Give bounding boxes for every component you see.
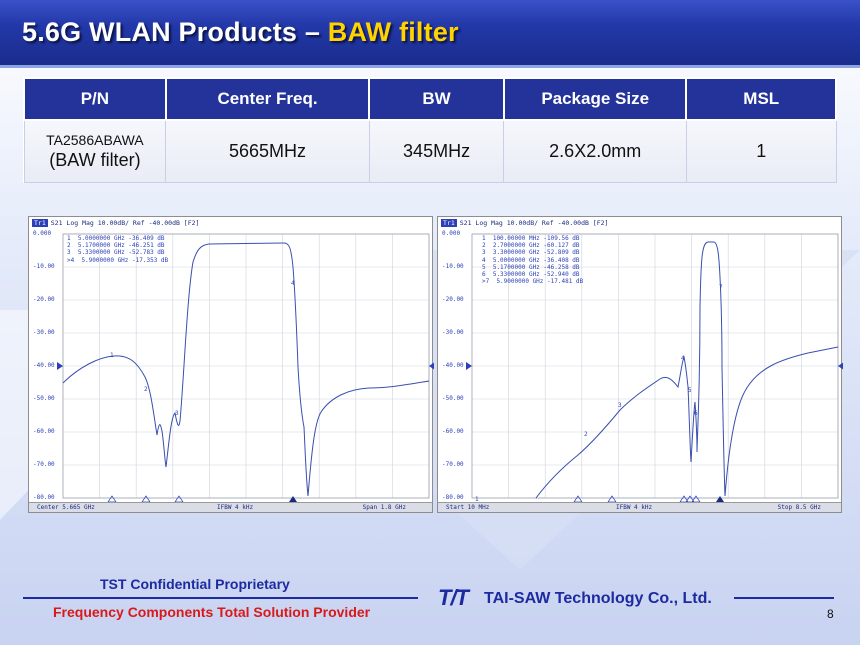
footer-divider-right <box>734 597 834 599</box>
header-center-freq: Center Freq. <box>164 77 371 121</box>
page-number: 8 <box>827 607 834 621</box>
plot-title: S21 Log Mag 10.00dB/ Ref -40.00dB [F2] <box>459 219 609 227</box>
svg-text:1: 1 <box>475 496 479 503</box>
svg-text:6: 6 <box>694 410 698 417</box>
svg-text:3: 3 <box>175 410 179 417</box>
title-prefix: 5.6G WLAN Products – <box>22 17 328 47</box>
y-tick: -10.00 <box>442 263 464 270</box>
svg-text:4: 4 <box>291 280 295 287</box>
slide-header: 5.6G WLAN Products – BAW filter <box>0 0 860 68</box>
cell-pn: TA2586ABAWA (BAW filter) <box>23 119 167 183</box>
header-msl: MSL <box>685 77 837 121</box>
header-bw: BW <box>368 77 505 121</box>
svg-text:1: 1 <box>110 352 114 359</box>
cell-bw: 345MHz <box>368 119 505 183</box>
header-package-size: Package Size <box>502 77 688 121</box>
header-pn: P/N <box>23 77 167 121</box>
y-tick: -70.00 <box>33 461 55 468</box>
svg-text:5: 5 <box>688 387 692 394</box>
y-tick: -20.00 <box>33 296 55 303</box>
y-tick: -50.00 <box>33 395 55 402</box>
y-tick: -30.00 <box>33 329 55 336</box>
s21-trace <box>62 242 430 497</box>
status-bar: Center 5.665 GHz IFBW 4 kHz Span 1.8 GHz <box>29 502 432 512</box>
y-tick: -60.00 <box>442 428 464 435</box>
status-bar: Start 10 MHz IFBW 4 kHz Stop 8.5 GHz <box>438 502 841 512</box>
status-right: Span 1.8 GHz <box>362 504 406 511</box>
tagline: Frequency Components Total Solution Prov… <box>53 604 371 620</box>
confidential-label: TST Confidential Proprietary <box>100 576 290 592</box>
y-tick: -70.00 <box>442 461 464 468</box>
cell-package: 2.6X2.0mm <box>503 119 687 183</box>
trace-tag: Tr1 <box>441 219 457 227</box>
plot-title-bar: Tr1 S21 Log Mag 10.00dB/ Ref -40.00dB [F2… <box>438 217 841 229</box>
svg-text:7: 7 <box>719 284 723 291</box>
spec-table: P/N Center Freq. BW Package Size MSL TA2… <box>23 77 837 183</box>
svg-text:4: 4 <box>681 355 685 362</box>
status-mid: IFBW 4 kHz <box>217 504 254 511</box>
slide-title: 5.6G WLAN Products – BAW filter <box>22 17 459 48</box>
cell-center-freq: 5665MHz <box>165 119 370 183</box>
y-tick: -40.00 <box>33 362 55 369</box>
title-highlight: BAW filter <box>327 17 459 47</box>
company-name: TAI-SAW Technology Co., Ltd. <box>484 590 712 607</box>
plot-narrowband: 1 2 3 4 Tr1 S21 Log Mag 10.00dB/ Ref -40.… <box>28 216 434 513</box>
plot-wideband-canvas: 1 2 3 4 5 6 7 <box>466 233 843 503</box>
marker-list: 1 5.0000000 GHz -36.409 dB 2 5.1700000 G… <box>67 235 169 264</box>
marker-list: 1 100.00000 MHz -109.56 dB 2 2.7000000 G… <box>482 235 584 286</box>
svg-text:3: 3 <box>618 402 622 409</box>
y-tick: 0.000 <box>442 230 461 237</box>
y-tick: -50.00 <box>442 395 464 402</box>
y-tick: -10.00 <box>33 263 55 270</box>
company-logo: T/T <box>438 585 469 610</box>
svg-text:2: 2 <box>584 431 588 438</box>
trace-tag: Tr1 <box>32 219 48 227</box>
y-tick: -20.00 <box>442 296 464 303</box>
plot-wideband: 1 2 3 4 5 6 7 Tr1 S21 Log Mag 10.00dB/ Re… <box>437 216 843 513</box>
pn-code: TA2586ABAWA <box>46 131 144 148</box>
pn-type: (BAW filter) <box>49 149 141 170</box>
status-left: Center 5.665 GHz <box>37 504 95 511</box>
y-tick: -60.00 <box>33 428 55 435</box>
status-mid: IFBW 4 kHz <box>616 504 653 511</box>
footer-divider-left <box>23 597 418 599</box>
table-row: TA2586ABAWA (BAW filter) 5665MHz 345MHz … <box>23 119 837 183</box>
plot-title-bar: Tr1 S21 Log Mag 10.00dB/ Ref -40.00dB [F2… <box>29 217 432 229</box>
s21-trace <box>535 241 839 499</box>
plot-narrowband-canvas: 1 2 3 4 <box>57 233 434 503</box>
y-tick: -40.00 <box>442 362 464 369</box>
y-tick: -30.00 <box>442 329 464 336</box>
svg-text:2: 2 <box>144 386 148 393</box>
y-tick: 0.000 <box>33 230 52 237</box>
y-tick: -80.00 <box>442 494 464 501</box>
status-right: Stop 8.5 GHz <box>777 504 821 511</box>
y-tick: -80.00 <box>33 494 55 501</box>
status-left: Start 10 MHz <box>446 504 490 511</box>
plot-title: S21 Log Mag 10.00dB/ Ref -40.00dB [F2] <box>50 219 200 227</box>
cell-msl: 1 <box>685 119 837 183</box>
